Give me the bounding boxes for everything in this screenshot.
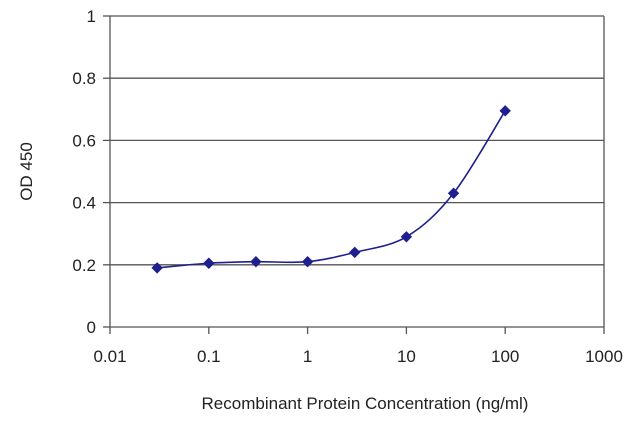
y-tick-label-0: 0: [87, 318, 96, 337]
data-point-1: [203, 257, 215, 269]
data-point-5: [400, 231, 413, 243]
y-tick-label-4: 0.8: [72, 69, 96, 88]
y-tick-label-2: 0.4: [72, 194, 96, 213]
data-point-3: [301, 255, 314, 268]
x-tick-label-3: 10: [397, 347, 416, 366]
data-point-2: [250, 255, 262, 268]
y-tick-label-3: 0.6: [72, 131, 96, 150]
labels-layer: 0 0.2 0.4 0.6 0.8 1 0.01 0.1 1 10 100 1000 Recombina…: [17, 7, 623, 413]
x-tick-label-2: 1: [303, 347, 312, 366]
x-tick-label-4: 100: [491, 347, 519, 366]
y-axis-title: OD 450: [17, 142, 36, 201]
x-tick-label-1: 0.1: [197, 347, 221, 366]
series-layer: [151, 105, 511, 274]
data-point-4: [349, 246, 361, 259]
data-point-6: [447, 187, 460, 199]
data-point-0: [151, 262, 163, 274]
x-tick-label-5: 1000: [585, 347, 623, 366]
grid-layer: [110, 15, 604, 266]
x-axis-title: Recombinant Protein Concentration (ng/ml…: [202, 394, 529, 413]
x-tick-label-0: 0.01: [93, 347, 126, 366]
y-tick-label-1: 0.2: [72, 256, 96, 275]
data-point-7: [499, 105, 511, 117]
axes-layer: [103, 15, 605, 334]
y-tick-label-5: 1: [87, 7, 96, 26]
